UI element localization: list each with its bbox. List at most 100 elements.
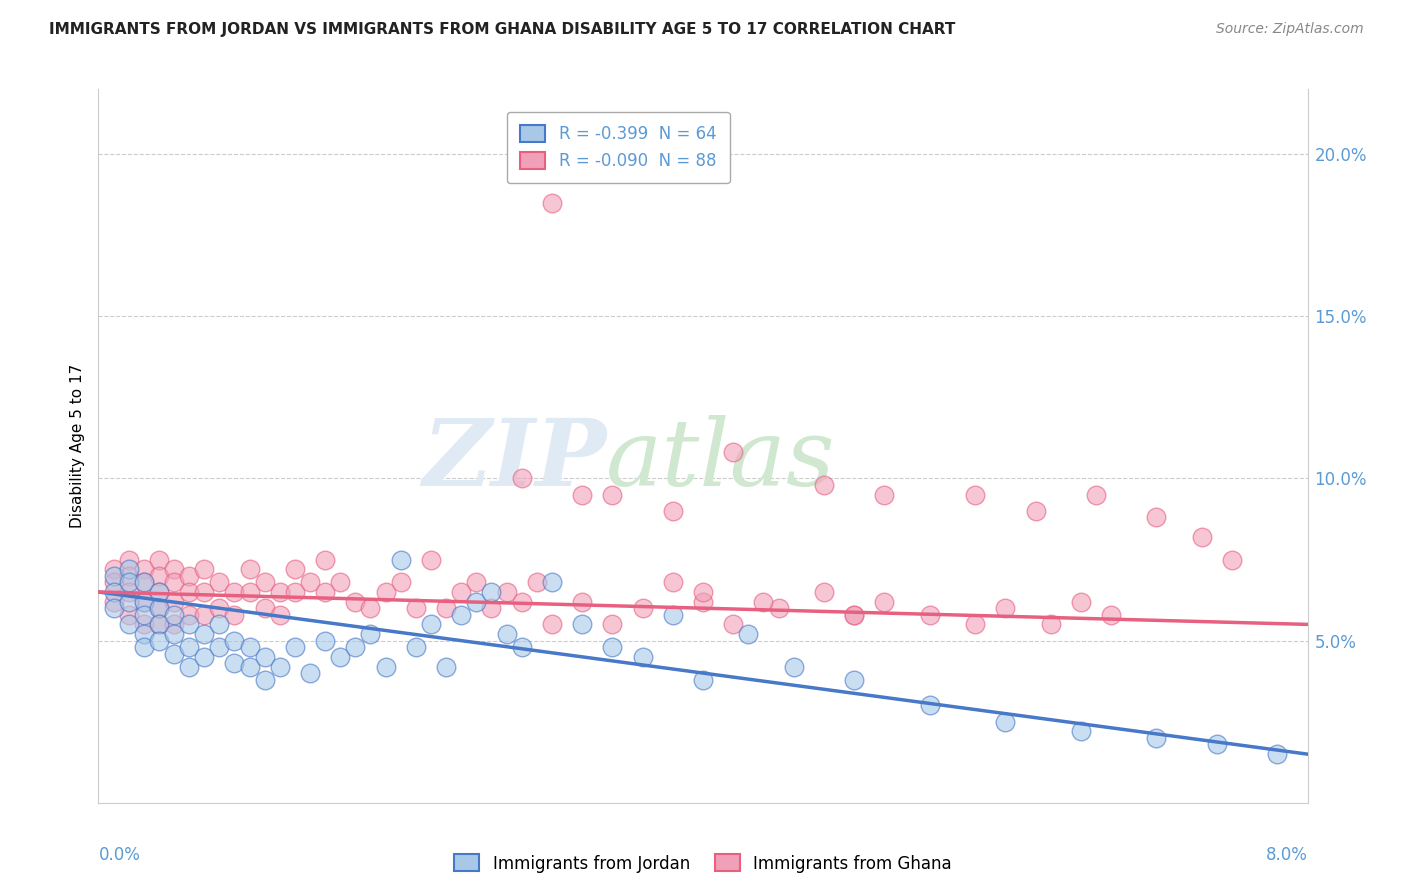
Point: [179, 607, 201, 622]
Point: [118, 568, 141, 582]
Point: [179, 568, 201, 582]
Point: [918, 607, 941, 622]
Text: atlas: atlas: [606, 416, 835, 505]
Point: [132, 617, 155, 632]
Point: [163, 595, 186, 609]
Point: [239, 659, 262, 673]
Point: [118, 552, 141, 566]
Point: [118, 575, 141, 590]
Point: [148, 601, 170, 615]
Point: [118, 617, 141, 632]
Point: [163, 647, 186, 661]
Point: [661, 607, 683, 622]
Point: [239, 585, 262, 599]
Legend: R = -0.399  N = 64, R = -0.090  N = 88: R = -0.399 N = 64, R = -0.090 N = 88: [508, 112, 730, 183]
Point: [118, 585, 141, 599]
Point: [179, 640, 201, 654]
Point: [148, 617, 170, 632]
Point: [844, 673, 866, 687]
Point: [103, 585, 125, 599]
Point: [752, 595, 775, 609]
Point: [344, 595, 367, 609]
Point: [314, 552, 336, 566]
Point: [148, 552, 170, 566]
Point: [103, 601, 125, 615]
Point: [132, 575, 155, 590]
Point: [510, 595, 533, 609]
Text: ZIP: ZIP: [422, 416, 606, 505]
Point: [253, 649, 276, 664]
Point: [193, 562, 215, 576]
Point: [284, 562, 307, 576]
Point: [1191, 530, 1213, 544]
Point: [148, 633, 170, 648]
Point: [148, 617, 170, 632]
Point: [224, 585, 246, 599]
Point: [602, 640, 624, 654]
Point: [118, 607, 141, 622]
Point: [768, 601, 790, 615]
Point: [661, 575, 683, 590]
Text: 8.0%: 8.0%: [1265, 846, 1308, 863]
Point: [737, 627, 759, 641]
Point: [692, 585, 714, 599]
Point: [118, 562, 141, 576]
Point: [132, 595, 155, 609]
Point: [540, 195, 562, 210]
Point: [179, 617, 201, 632]
Point: [873, 488, 896, 502]
Point: [965, 488, 987, 502]
Point: [103, 568, 125, 582]
Point: [450, 585, 472, 599]
Point: [783, 659, 806, 673]
Point: [284, 640, 307, 654]
Point: [1085, 488, 1108, 502]
Point: [450, 607, 472, 622]
Point: [224, 657, 246, 671]
Point: [602, 617, 624, 632]
Point: [269, 585, 291, 599]
Point: [495, 627, 517, 641]
Point: [253, 673, 276, 687]
Point: [314, 585, 336, 599]
Point: [526, 575, 548, 590]
Point: [540, 617, 562, 632]
Point: [1070, 724, 1092, 739]
Point: [360, 601, 382, 615]
Point: [253, 575, 276, 590]
Point: [284, 585, 307, 599]
Point: [269, 659, 291, 673]
Point: [208, 575, 231, 590]
Point: [571, 617, 593, 632]
Point: [420, 617, 443, 632]
Point: [179, 585, 201, 599]
Point: [329, 575, 352, 590]
Text: 0.0%: 0.0%: [98, 846, 141, 863]
Point: [813, 478, 835, 492]
Point: [208, 640, 231, 654]
Point: [132, 640, 155, 654]
Point: [239, 562, 262, 576]
Point: [148, 601, 170, 615]
Point: [571, 488, 593, 502]
Point: [163, 627, 186, 641]
Point: [208, 617, 231, 632]
Point: [1146, 510, 1168, 524]
Point: [224, 607, 246, 622]
Point: [179, 659, 201, 673]
Point: [389, 552, 412, 566]
Point: [193, 627, 215, 641]
Point: [163, 607, 186, 622]
Point: [360, 627, 382, 641]
Point: [193, 649, 215, 664]
Point: [405, 640, 427, 654]
Point: [344, 640, 367, 654]
Point: [420, 552, 443, 566]
Point: [239, 640, 262, 654]
Point: [1220, 552, 1243, 566]
Point: [844, 607, 866, 622]
Point: [481, 585, 503, 599]
Point: [163, 617, 186, 632]
Point: [1025, 504, 1047, 518]
Point: [873, 595, 896, 609]
